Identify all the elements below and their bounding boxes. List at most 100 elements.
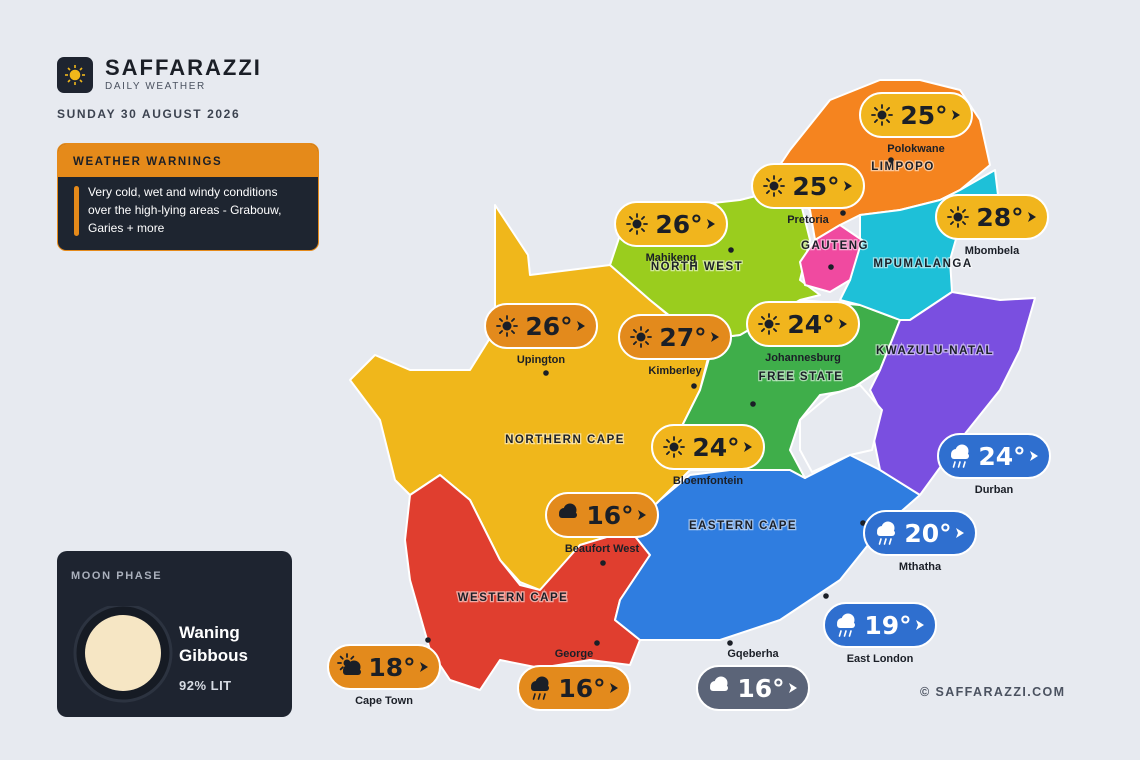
icon-part — [645, 329, 649, 333]
date: SUNDAY 30 AUGUST 2026 — [57, 107, 241, 121]
badge — [696, 665, 810, 711]
badge — [651, 424, 765, 470]
city-badge: 26° Upington — [484, 303, 598, 376]
city-name: Johannesburg — [765, 352, 841, 364]
logo-icon — [65, 65, 85, 85]
city-name: Gqeberha — [727, 648, 779, 660]
temperature: 19° — [864, 611, 911, 640]
icon-part — [633, 329, 637, 333]
icon-part — [962, 221, 966, 225]
temperature: 24° — [978, 442, 1025, 471]
icon-part — [778, 190, 782, 194]
moon-lit: 92% LIT — [179, 678, 232, 693]
city-dot — [823, 593, 829, 599]
city-dot — [691, 383, 697, 389]
icon-part — [645, 341, 649, 345]
icon-part — [678, 451, 682, 455]
brand: SAFFARAZZI — [105, 55, 262, 80]
city-badge: 24° Durban — [937, 433, 1051, 496]
wind-arrow — [711, 332, 719, 342]
badge — [545, 492, 659, 538]
warning-panel: WEATHER WARNINGS Very cold, wet and wind… — [57, 143, 319, 251]
icon-part — [773, 328, 777, 332]
province-label: EASTERN CAPE — [689, 520, 797, 532]
wind-arrow — [789, 683, 797, 693]
city-dot — [828, 264, 834, 270]
icon-part — [502, 321, 512, 331]
temperature: 26° — [525, 312, 572, 341]
icon-part — [766, 178, 770, 182]
city-badge: 18° Cape Town — [327, 637, 441, 707]
icon-part — [710, 685, 728, 691]
warning-text: Very cold, wet and windy conditions over… — [88, 185, 282, 235]
province-label: MPUMALANGA — [873, 258, 972, 270]
city-badge: 24° Johannesburg — [746, 264, 860, 364]
province-label: LIMPOPO — [871, 161, 935, 173]
icon-part — [542, 693, 546, 700]
icon-part — [950, 221, 954, 225]
icon-part — [669, 442, 679, 452]
temperature: 18° — [368, 653, 415, 682]
moon-icon — [73, 606, 173, 703]
city-name: Durban — [975, 484, 1014, 496]
city-dot — [543, 370, 549, 376]
icon-part — [629, 216, 633, 220]
badge — [751, 163, 865, 209]
icon-part — [633, 341, 637, 345]
city-name: Cape Town — [355, 695, 413, 707]
province-labels: LIMPOPO GAUTENG MPUMALANGA NORTH WEST KWAZUL… — [456, 160, 994, 606]
city-name: Mahikeng — [646, 252, 697, 264]
temperature: 24° — [692, 433, 739, 462]
icon-part — [962, 209, 966, 213]
city-dot — [860, 520, 866, 526]
icon-part — [343, 669, 361, 675]
wind-arrow — [638, 510, 646, 520]
icon-part — [559, 512, 577, 518]
city-badge: 19° East London — [823, 593, 937, 665]
city-name: Beaufort West — [565, 543, 640, 555]
icon-part — [837, 622, 855, 628]
icon-part — [629, 228, 633, 232]
city-name: Mthatha — [899, 561, 942, 573]
icon-part — [339, 666, 344, 671]
wind-arrow — [577, 321, 585, 331]
wind-arrow — [1028, 212, 1036, 222]
temperature: 16° — [558, 674, 605, 703]
warning-title: WEATHER WARNINGS — [58, 144, 318, 177]
icon-part — [886, 107, 890, 111]
icon-part — [877, 110, 887, 120]
city-dot — [727, 640, 733, 646]
icon-part — [950, 209, 954, 213]
city-dot — [888, 157, 894, 163]
icon-part — [641, 228, 645, 232]
temperature: 16° — [737, 674, 784, 703]
city-badge: 20° Mthatha — [860, 510, 977, 573]
icon-part — [874, 119, 878, 123]
badge — [484, 303, 598, 349]
city-name: East London — [847, 653, 914, 665]
icon-part — [957, 461, 961, 468]
icon-part — [666, 439, 670, 443]
icon-part — [678, 439, 682, 443]
province-label: KWAZULU-NATAL — [876, 345, 994, 357]
badge — [517, 665, 631, 711]
icon-part — [886, 119, 890, 123]
city-name: Bloemfontein — [673, 475, 744, 487]
city-badge: 24° Bloemfontein — [651, 401, 765, 487]
wind-arrow — [744, 442, 752, 452]
city-name: Pretoria — [787, 214, 829, 226]
icon-part — [769, 181, 779, 191]
icon-part — [350, 655, 355, 660]
moon-panel: MOON PHASE Waning Gibbous 92% LIT — [57, 551, 292, 717]
city-name: Upington — [517, 354, 566, 366]
wind-arrow — [916, 620, 924, 630]
icon-part — [761, 316, 765, 320]
badge — [937, 433, 1051, 479]
icon-part — [773, 316, 777, 320]
badge — [746, 301, 860, 347]
icon-part — [843, 630, 847, 637]
copyright: © SAFFARAZZI.COM — [920, 685, 1066, 699]
cities: 25° Polokwane 25° Pretoria 28° Mbombela 26° Mah… — [327, 92, 1051, 711]
